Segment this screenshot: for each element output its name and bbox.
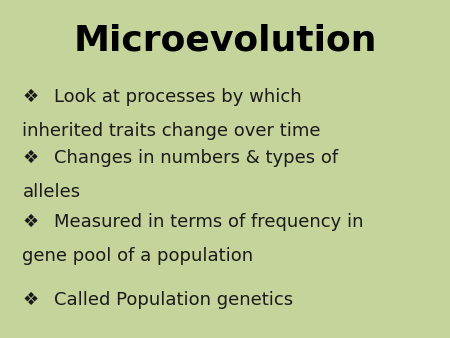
Text: Called Population genetics: Called Population genetics — [54, 291, 293, 309]
Text: inherited traits change over time: inherited traits change over time — [22, 122, 321, 140]
Text: Look at processes by which: Look at processes by which — [54, 88, 302, 106]
Text: Changes in numbers & types of: Changes in numbers & types of — [54, 149, 338, 167]
Text: ❖: ❖ — [22, 213, 39, 231]
Text: ❖: ❖ — [22, 88, 39, 106]
Text: Measured in terms of frequency in: Measured in terms of frequency in — [54, 213, 364, 231]
Text: ❖: ❖ — [22, 291, 39, 309]
Text: ❖: ❖ — [22, 149, 39, 167]
Text: gene pool of a population: gene pool of a population — [22, 247, 254, 265]
Text: Microevolution: Microevolution — [73, 24, 377, 58]
Text: alleles: alleles — [22, 183, 81, 200]
